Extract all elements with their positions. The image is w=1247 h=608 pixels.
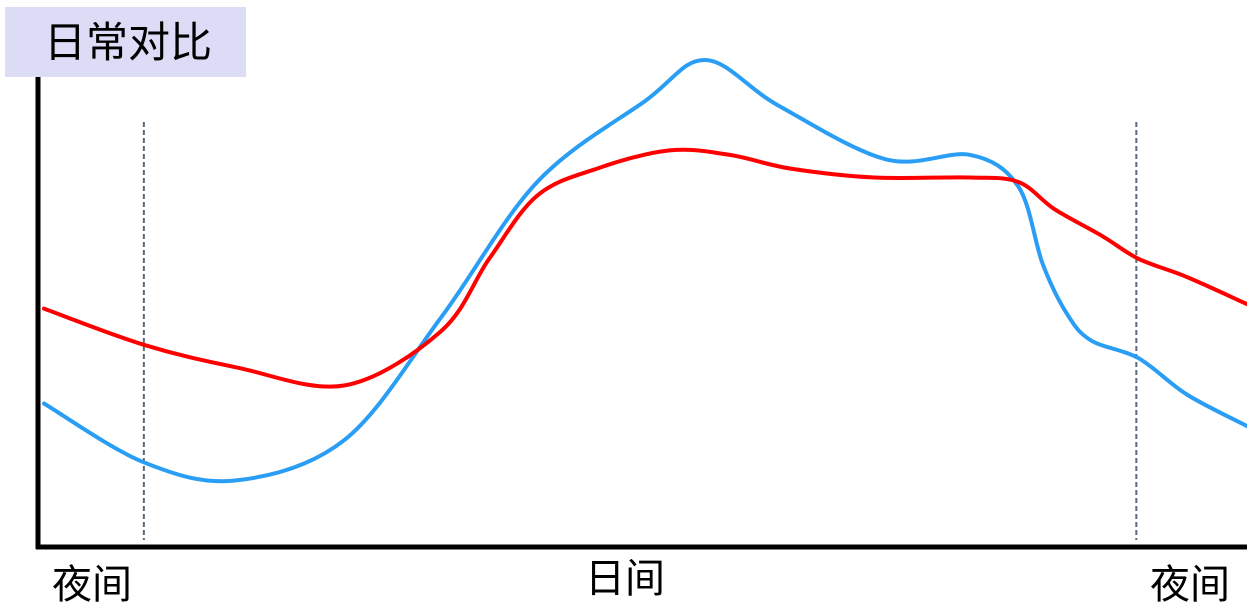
title-badge xyxy=(5,7,246,77)
series-line-2 xyxy=(42,147,1247,389)
plot-area xyxy=(35,57,1247,550)
series-line-1 xyxy=(42,57,1247,484)
x-tick-label-day: 日间 xyxy=(585,556,665,602)
x-tick-label-night-right: 夜间 xyxy=(1150,562,1230,608)
chart-title: 日常对比 xyxy=(44,18,213,67)
x-tick-label-night-left: 夜间 xyxy=(52,562,132,608)
